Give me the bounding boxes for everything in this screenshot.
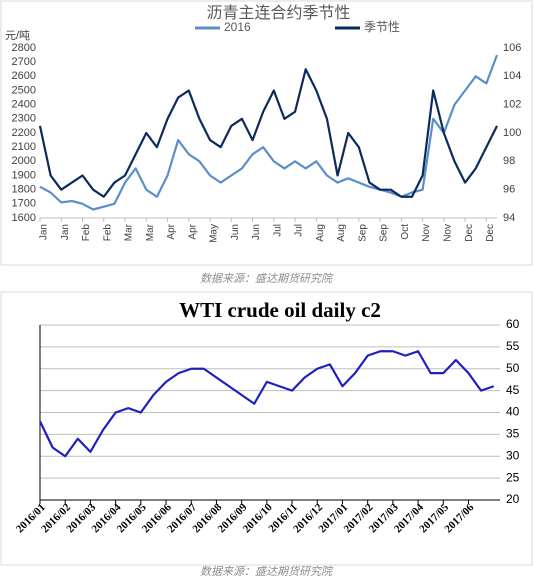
y2-tick-label: 25: [506, 470, 520, 484]
legend-label: 2016: [224, 20, 251, 34]
y2-tick-label: 45: [506, 383, 520, 397]
x-tick-label: May: [209, 224, 220, 243]
x-tick-label: Oct: [400, 224, 411, 240]
y2-tick-label: 94: [503, 212, 515, 224]
y-tick-label: 2100: [12, 141, 36, 153]
x-tick-label: Sep: [379, 224, 390, 242]
x-tick-label: Nov: [443, 224, 454, 242]
y-tick-label: 2500: [12, 84, 36, 96]
chart-title: WTI crude oil daily c2: [179, 298, 381, 322]
source-note: 数据来源：盛达期货研究院: [200, 272, 334, 285]
y-tick-label: 2200: [12, 127, 36, 139]
y2-tick-label: 55: [506, 339, 520, 353]
y-tick-label: 1800: [12, 184, 36, 196]
y2-tick-label: 40: [506, 405, 520, 419]
x-tick-label: Jul: [272, 224, 283, 237]
y-tick-label: 2700: [12, 56, 36, 68]
y-tick-label: 1700: [12, 198, 36, 210]
x-tick-label: Feb: [81, 224, 92, 242]
y2-tick-label: 106: [503, 42, 521, 54]
y2-tick-label: 30: [506, 448, 520, 462]
x-tick-label: Sep: [357, 224, 368, 242]
x-tick-label: Dec: [464, 224, 475, 242]
chart-frame: [0, 0, 533, 266]
x-tick-label: Apr: [187, 223, 198, 239]
x-tick-label: Apr: [166, 223, 177, 239]
y2-tick-label: 20: [506, 492, 520, 506]
y2-tick-label: 60: [506, 317, 520, 331]
y-axis-label: 元/吨: [5, 29, 30, 42]
x-tick-label: Aug: [336, 224, 347, 242]
x-tick-label: Mar: [124, 223, 135, 241]
x-tick-label: Feb: [102, 224, 113, 242]
x-tick-label: Jun: [230, 224, 241, 240]
x-tick-label: Dec: [485, 224, 496, 242]
y-tick-label: 1900: [12, 169, 36, 181]
y2-tick-label: 100: [503, 127, 521, 139]
y2-tick-label: 35: [506, 427, 520, 441]
x-tick-label: Jun: [251, 224, 262, 240]
series-line: [38, 68, 498, 198]
series-line: [39, 54, 499, 211]
y-tick-label: 2600: [12, 70, 36, 82]
x-tick-label: Nov: [421, 224, 432, 242]
y-tick-label: 2800: [12, 42, 36, 54]
y-tick-label: 1600: [12, 212, 36, 224]
y2-tick-label: 98: [503, 155, 515, 167]
x-tick-label: 2017/06: [442, 501, 476, 535]
y2-tick-label: 104: [503, 70, 521, 82]
x-tick-label: Aug: [315, 224, 326, 242]
source-note: 数据来源：盛达期货研究院: [200, 565, 334, 578]
series-line: [39, 350, 495, 458]
x-tick-label: Jan: [39, 224, 50, 240]
legend-label: 季节性: [364, 20, 400, 34]
x-tick-label: Jul: [294, 224, 305, 237]
chart-title: 沥青主连合约季节性: [206, 4, 350, 22]
y2-tick-label: 50: [506, 361, 520, 375]
y2-tick-label: 102: [503, 99, 521, 111]
y-tick-label: 2000: [12, 155, 36, 167]
y-tick-label: 2300: [12, 113, 36, 125]
x-tick-label: Jan: [60, 224, 71, 240]
y-tick-label: 2400: [12, 99, 36, 111]
y2-tick-label: 96: [503, 184, 515, 196]
x-tick-label: Mar: [145, 223, 156, 241]
chart-frame: [0, 291, 533, 566]
